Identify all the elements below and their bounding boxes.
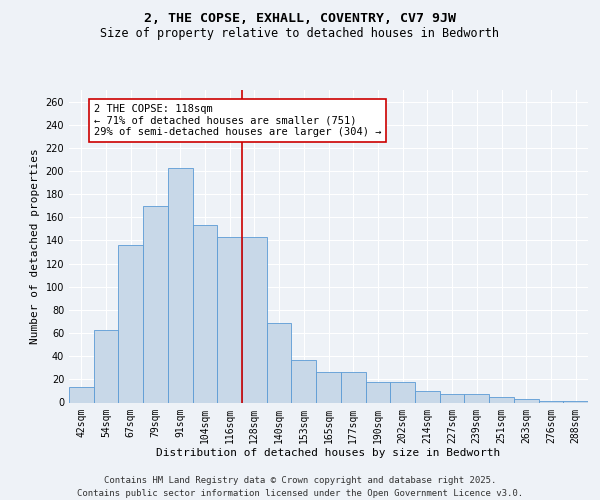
Bar: [193, 226, 217, 402]
Y-axis label: Number of detached properties: Number of detached properties: [30, 148, 40, 344]
Text: 2, THE COPSE, EXHALL, COVENTRY, CV7 9JW: 2, THE COPSE, EXHALL, COVENTRY, CV7 9JW: [144, 12, 456, 26]
Bar: [341, 372, 365, 402]
Bar: [143, 206, 168, 402]
Bar: [69, 388, 94, 402]
Text: 2 THE COPSE: 118sqm
← 71% of detached houses are smaller (751)
29% of semi-detac: 2 THE COPSE: 118sqm ← 71% of detached ho…: [94, 104, 381, 137]
Bar: [415, 391, 440, 402]
Text: Contains HM Land Registry data © Crown copyright and database right 2025.
Contai: Contains HM Land Registry data © Crown c…: [77, 476, 523, 498]
Bar: [390, 382, 415, 402]
Bar: [118, 245, 143, 402]
Bar: [514, 399, 539, 402]
Bar: [316, 372, 341, 402]
Bar: [292, 360, 316, 403]
Bar: [489, 396, 514, 402]
Bar: [168, 168, 193, 402]
Bar: [267, 322, 292, 402]
Bar: [464, 394, 489, 402]
Bar: [365, 382, 390, 402]
Bar: [242, 237, 267, 402]
Text: Size of property relative to detached houses in Bedworth: Size of property relative to detached ho…: [101, 28, 499, 40]
Bar: [217, 237, 242, 402]
Bar: [440, 394, 464, 402]
Bar: [94, 330, 118, 402]
X-axis label: Distribution of detached houses by size in Bedworth: Distribution of detached houses by size …: [157, 448, 500, 458]
